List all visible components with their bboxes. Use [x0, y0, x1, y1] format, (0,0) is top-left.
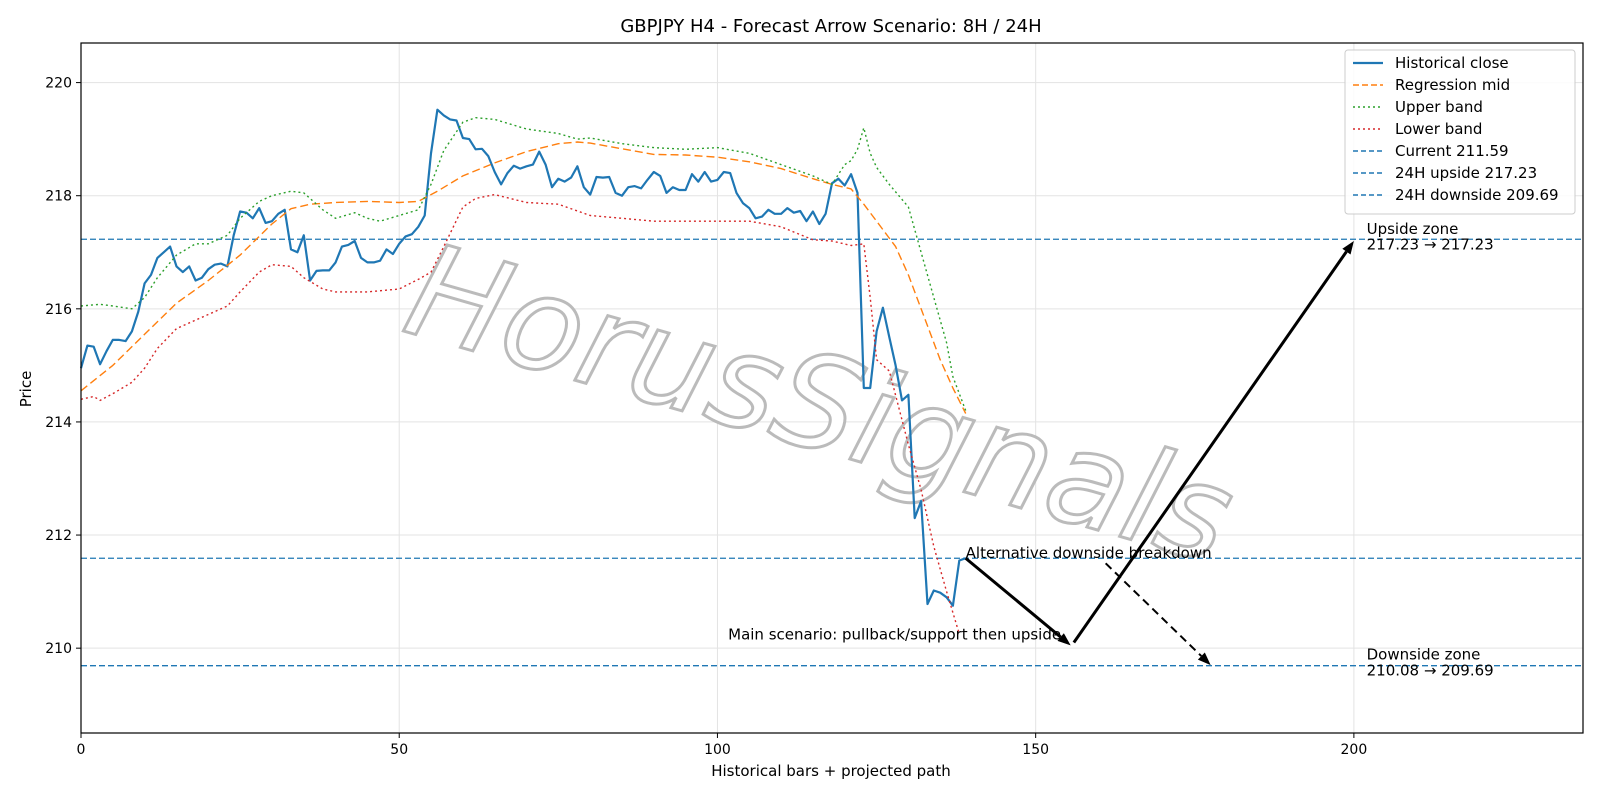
x-tick-label: 50: [390, 742, 408, 758]
grid: [80, 43, 1583, 733]
legend-label[interactable]: 24H downside 209.69: [1395, 186, 1559, 204]
series-group: [79, 108, 967, 635]
x-axis-label: Historical bars + projected path: [711, 762, 951, 780]
annotation-text: 210.08 → 209.69: [1367, 661, 1494, 679]
y-tick-label: 218: [45, 189, 72, 205]
y-tick-label: 214: [45, 415, 72, 431]
y-ticks: 210 212 214 216 218 220: [45, 76, 81, 657]
x-tick-label: 150: [1022, 742, 1049, 758]
annotation-text: Upside zone: [1367, 220, 1459, 238]
arrow-head: [1342, 240, 1354, 255]
watermark: HorusSignals: [391, 214, 1248, 594]
x-tick-label: 0: [77, 742, 86, 758]
annotation-text: 217.23 → 217.23: [1367, 235, 1494, 253]
legend-label[interactable]: Current 211.59: [1395, 142, 1509, 160]
y-tick-label: 216: [45, 302, 72, 318]
y-tick-label: 212: [45, 528, 72, 544]
legend[interactable]: Historical close Regression mid Upper band…: [1344, 49, 1576, 215]
legend-label[interactable]: Upper band: [1395, 98, 1483, 116]
legend-label[interactable]: Regression mid: [1395, 76, 1510, 94]
legend-label[interactable]: Historical close: [1395, 54, 1509, 72]
scenario-arrows: [964, 240, 1354, 666]
x-tick-label: 200: [1341, 742, 1368, 758]
arrow-head: [1057, 633, 1071, 646]
legend-label[interactable]: 24H upside 217.23: [1395, 164, 1537, 182]
reference-lines: [81, 238, 1583, 667]
y-axis-label: Price: [17, 371, 35, 408]
annotation-text: Downside zone: [1367, 645, 1481, 663]
series-line: [79, 108, 967, 607]
scenario-arrow: [964, 557, 1062, 639]
series-line: [80, 193, 960, 635]
annotations: Alternative downside breakdown Main scena…: [728, 220, 1494, 679]
chart-title: GBPJPY H4 - Forecast Arrow Scenario: 8H …: [620, 16, 1041, 37]
annotation-text: Alternative downside breakdown: [966, 544, 1212, 562]
x-tick-label: 100: [704, 742, 731, 758]
scenario-arrow: [1104, 562, 1203, 657]
y-tick-label: 220: [45, 76, 72, 92]
series-line: [80, 116, 967, 411]
plot-frame: [80, 42, 1584, 734]
series-line: [80, 141, 967, 414]
x-ticks: 0 50 100 150 200: [77, 733, 1368, 758]
arrow-head: [1197, 652, 1211, 666]
annotation-text: Main scenario: pullback/support then ups…: [728, 626, 1061, 644]
y-tick-label: 210: [45, 641, 72, 657]
legend-box: [1344, 49, 1576, 215]
legend-label[interactable]: Lower band: [1395, 120, 1482, 138]
